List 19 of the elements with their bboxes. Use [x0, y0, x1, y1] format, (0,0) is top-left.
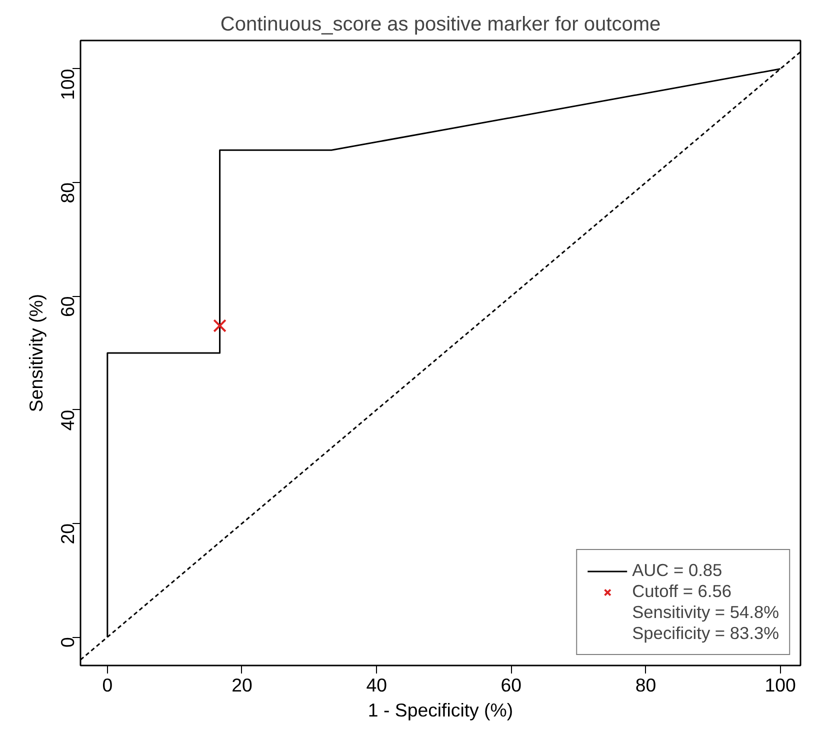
- annotation: Specificity = 83.3%: [632, 623, 779, 644]
- y-tick-label: 20: [57, 523, 78, 544]
- x-tick-label: 60: [500, 674, 522, 696]
- x-tick-label: 80: [635, 674, 656, 696]
- y-tick-label: 0: [57, 637, 78, 648]
- x-tick-label: 20: [232, 674, 252, 696]
- y-axis-title: Sensitivity (%): [26, 294, 46, 412]
- x-tick-label: 100: [764, 674, 796, 696]
- annotation: Sensitivity = 54.8%: [632, 602, 779, 623]
- legend-label: AUC = 0.85: [632, 560, 722, 581]
- chart-title: Continuous_score as positive marker for outcome: [220, 14, 661, 36]
- x-axis-title: 1 - Specificity (%): [368, 700, 514, 720]
- legend-label: Cutoff = 6.56: [632, 581, 732, 602]
- x-tick-label: 0: [102, 674, 113, 696]
- y-tick-label: 80: [57, 182, 78, 204]
- y-tick-label: 60: [57, 296, 78, 317]
- y-tick-label: 40: [57, 410, 78, 431]
- x-tick-label: 40: [366, 674, 387, 696]
- y-tick-label: 100: [57, 68, 78, 100]
